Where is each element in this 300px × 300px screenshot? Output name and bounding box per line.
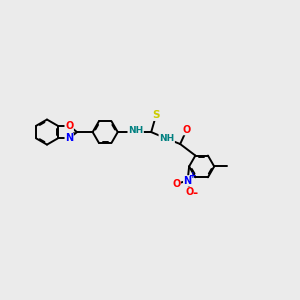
Text: NH: NH	[128, 126, 143, 135]
Text: O: O	[186, 187, 194, 197]
Text: N: N	[65, 134, 73, 143]
Text: O: O	[65, 121, 73, 131]
Text: -: -	[193, 187, 198, 200]
Text: +: +	[189, 172, 196, 181]
Text: S: S	[152, 110, 159, 120]
Text: O: O	[172, 179, 180, 189]
Text: O: O	[183, 125, 191, 135]
Text: NH: NH	[159, 134, 174, 143]
Text: N: N	[184, 176, 192, 186]
